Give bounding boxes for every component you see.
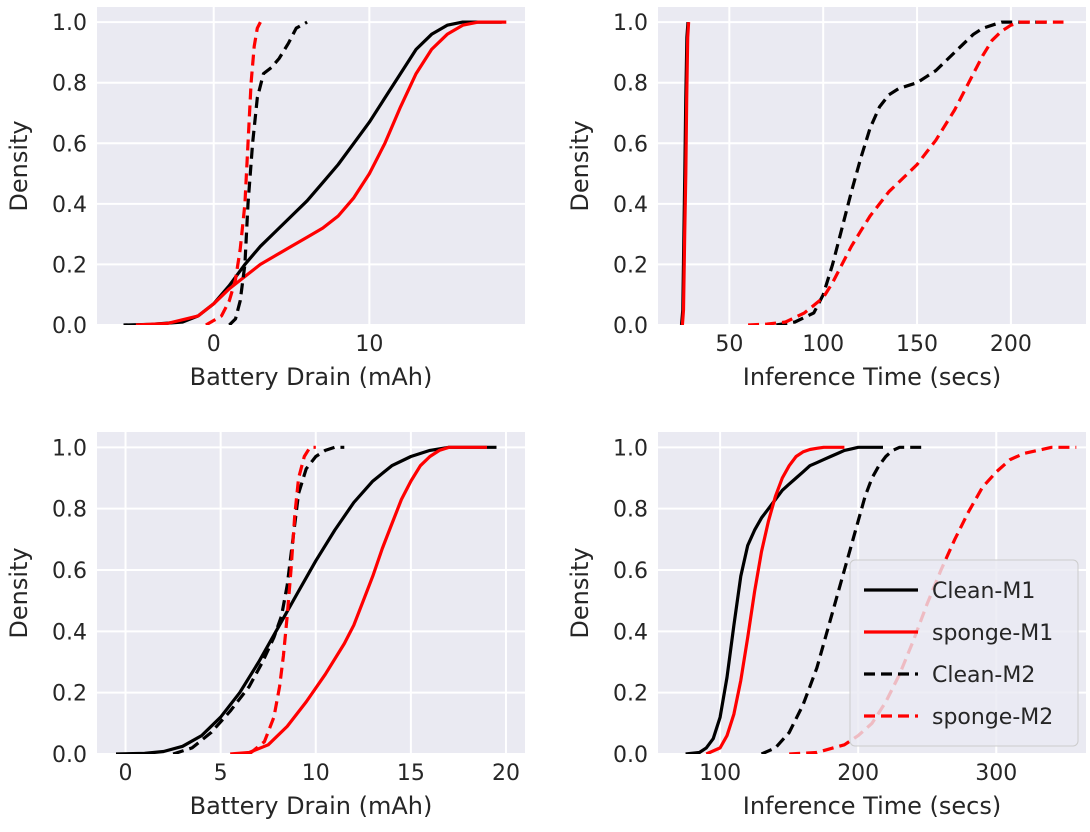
top-left-y-tick-label: 0.4 [52,193,87,218]
legend-label-sponge-m2: sponge-M2 [932,705,1053,730]
top-right-series-group [679,20,1064,325]
top-right-series-sponge-m2 [748,20,1064,325]
bottom-left-y-tick-label: 0.4 [52,620,87,645]
bottom-right-series-clean-m2 [760,445,922,754]
bottom-left-x-tick-label: 5 [214,761,228,786]
top-right-x-tick-label: 100 [802,332,844,357]
bottom-left-y-tick-label: 1.0 [52,436,87,461]
top-left-series-group [123,20,507,325]
top-right-x-tick-label: 150 [896,332,938,357]
top-left-x-axis-label: Battery Drain (mAh) [190,363,433,391]
top-right-y-tick-label: 0.4 [613,193,648,218]
top-left-x-tick-label: 10 [355,332,383,357]
panel-bottom-right: 100 200 300 0.0 0.2 0.4 0.6 0.8 1.0 Inference Tim… [566,432,1086,820]
top-right-x-tick-label: 50 [715,332,743,357]
legend-label-sponge-m1: sponge-M1 [932,621,1053,646]
bottom-left-y-tick-label: 0.8 [52,498,87,523]
bottom-right-series-clean-m1 [685,445,883,754]
bottom-right-y-tick-label: 0.0 [613,743,648,768]
bottom-right-y-tick-label: 0.2 [613,682,648,707]
panel-bottom-left: 0 5 10 15 20 0.0 0.2 0.4 0.6 0.8 1.0 Battery Drain … [5,432,525,820]
bottom-left-x-tick-label: 15 [397,761,425,786]
top-right-y-tick-label: 0.2 [613,253,648,278]
top-left-y-axis-label: Density [5,120,33,211]
bottom-right-legend: Clean-M1 sponge-M1 Clean-M2 sponge-M2 [849,559,1079,747]
top-right-plot-background [658,7,1086,325]
top-right-series-sponge-m1 [680,22,691,325]
bottom-right-x-tick-label: 100 [699,761,741,786]
top-right-y-tick-label: 1.0 [613,11,648,36]
panel-top-right: 50 100 150 200 0.0 0.2 0.4 0.6 0.8 1.0 Inference T… [566,7,1086,391]
top-left-y-tick-label: 0.2 [52,253,87,278]
bottom-left-series-clean-m2 [172,445,345,754]
top-left-series-sponge-m2 [205,21,262,325]
bottom-right-y-tick-label: 0.8 [613,498,648,523]
top-left-x-tick-label: 0 [207,332,221,357]
top-left-y-tick-label: 0.0 [52,314,87,339]
bottom-left-x-tick-label: 20 [492,761,520,786]
bottom-left-y-tick-label: 0.2 [52,682,87,707]
top-right-y-tick-label: 0.6 [613,132,648,157]
bottom-left-y-tick-label: 0.0 [52,743,87,768]
top-left-series-sponge-m1 [135,20,507,325]
top-left-y-tick-label: 0.6 [52,132,87,157]
top-right-y-tick-label: 0.8 [613,72,648,97]
bottom-left-series-clean-m1 [115,445,497,754]
bottom-left-x-axis-label: Battery Drain (mAh) [190,792,433,820]
top-right-y-axis-label: Density [566,120,594,211]
bottom-left-x-tick-label: 0 [119,761,133,786]
bottom-right-series-sponge-m1 [705,445,845,754]
top-left-y-tick-label: 1.0 [52,11,87,36]
legend-box [849,559,1079,747]
legend-label-clean-m1: Clean-M1 [932,579,1035,604]
top-left-y-tick-label: 0.8 [52,72,87,97]
bottom-left-x-tick-label: 10 [302,761,330,786]
bottom-right-x-axis-label: Inference Time (secs) [743,792,1001,820]
top-left-plot-background [97,7,525,325]
top-right-y-tick-label: 0.0 [613,314,648,339]
bottom-left-plot-background [97,432,525,754]
panel-top-left: 0 10 0.0 0.2 0.4 0.6 0.8 1.0 Battery Drain (mAh)… [5,7,525,391]
bottom-left-series-group [115,445,497,754]
top-right-series-clean-m2 [776,20,1049,325]
bottom-right-x-tick-label: 300 [975,761,1017,786]
bottom-right-y-tick-label: 0.4 [613,620,648,645]
bottom-left-series-sponge-m2 [248,445,316,754]
top-left-series-clean-m2 [228,20,308,325]
bottom-right-y-tick-label: 1.0 [613,436,648,461]
bottom-left-series-sponge-m1 [230,445,487,754]
bottom-right-y-axis-label: Density [566,547,594,638]
top-right-x-tick-label: 200 [990,332,1032,357]
bottom-left-y-tick-label: 0.6 [52,559,87,584]
bottom-right-x-tick-label: 200 [837,761,879,786]
top-right-x-axis-label: Inference Time (secs) [743,363,1001,391]
bottom-left-y-axis-label: Density [5,547,33,638]
bottom-right-y-tick-label: 0.6 [613,559,648,584]
legend-label-clean-m2: Clean-M2 [932,663,1035,688]
